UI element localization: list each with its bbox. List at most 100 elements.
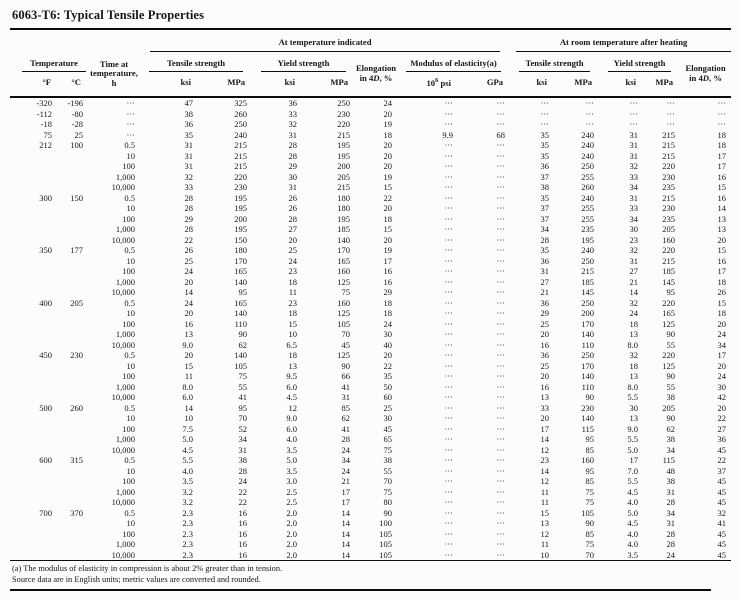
col-header-mpa-tensile-room: MPa bbox=[554, 72, 600, 98]
table-row: 10,000 4.5 31 3.5 24 75 ··· ··· 12 85 5.0 34 45 bbox=[10, 445, 731, 456]
table-cell: 27 bbox=[629, 266, 639, 276]
table-cell: 36 bbox=[540, 255, 550, 266]
table-cell: ··· bbox=[126, 98, 136, 108]
table-cell: 18 bbox=[288, 350, 298, 360]
table-cell: ··· bbox=[444, 318, 454, 329]
table-cell: 5.5 bbox=[182, 455, 193, 465]
table-cell: 85 bbox=[585, 444, 595, 455]
table-cell: ··· bbox=[444, 476, 454, 486]
table-cell: 10 bbox=[126, 255, 136, 266]
table-cell: 100 bbox=[122, 318, 135, 329]
table-cell: 0.5 bbox=[124, 350, 135, 360]
table-cell: ··· bbox=[496, 119, 506, 129]
table-cell bbox=[58, 329, 88, 340]
table-cell bbox=[10, 497, 58, 508]
table-cell: 5.0 bbox=[286, 455, 297, 465]
table-cell: 165 bbox=[234, 266, 247, 276]
table-cell: 10 bbox=[126, 150, 136, 161]
table-cell: ··· bbox=[444, 171, 454, 182]
table-cell: 140 bbox=[234, 276, 247, 287]
table-cell: ··· bbox=[629, 119, 639, 129]
table-cell: 85 bbox=[585, 476, 595, 486]
table-cell: ··· bbox=[444, 119, 454, 129]
table-row: 1,000 28 195 27 185 15 ··· ··· 34 235 30 205 13 bbox=[10, 224, 731, 235]
table-cell: ··· bbox=[496, 528, 506, 539]
table-cell: 75 bbox=[383, 486, 393, 497]
table-cell: 14 bbox=[341, 539, 351, 549]
table-cell bbox=[10, 214, 58, 225]
table-cell bbox=[58, 476, 88, 487]
table-cell: 90 bbox=[666, 413, 676, 423]
table-cell: 38 bbox=[666, 434, 676, 444]
table-cell bbox=[10, 529, 58, 540]
table-cell: 240 bbox=[581, 192, 595, 203]
table-cell: 28 bbox=[341, 434, 351, 444]
table-cell: 105 bbox=[337, 318, 350, 329]
table-cell: 20 bbox=[540, 413, 550, 423]
table-cell: 38 bbox=[184, 108, 194, 119]
table-cell bbox=[58, 151, 88, 162]
table-cell: 14 bbox=[341, 507, 351, 518]
col-header-deg-f: °F bbox=[10, 72, 58, 98]
table-cell: 6.0 bbox=[286, 423, 297, 434]
table-cell: 90 bbox=[585, 392, 595, 402]
table-row: 100 16 110 15 105 24 ··· ··· 25 170 18 125 20 bbox=[10, 319, 731, 330]
table-cell: 17 bbox=[717, 266, 727, 276]
table-cell: 37 bbox=[717, 465, 727, 476]
table-cell: ··· bbox=[496, 245, 506, 255]
table-cell: 7.5 bbox=[182, 423, 193, 434]
table-cell bbox=[58, 445, 88, 456]
table-cell: 22 bbox=[383, 360, 393, 371]
table-cell: 19 bbox=[383, 171, 393, 182]
table-cell: 170 bbox=[234, 255, 247, 266]
table-cell: 25 bbox=[383, 402, 393, 413]
table-cell: 1,000 bbox=[115, 434, 135, 444]
table-cell: 5.0 bbox=[182, 434, 193, 444]
table-cell: ··· bbox=[444, 255, 454, 266]
table-cell: 3.5 bbox=[286, 444, 297, 455]
table-cell: 30 bbox=[288, 171, 298, 182]
table-cell: 150 bbox=[234, 234, 247, 245]
table-row: 100 31 215 29 200 20 ··· ··· 36 250 32 220 17 bbox=[10, 161, 731, 172]
table-cell: 16 bbox=[540, 381, 550, 392]
table-cell: 1,000 bbox=[115, 171, 135, 182]
table-cell: 65 bbox=[383, 434, 393, 444]
table-cell: 25 bbox=[288, 245, 298, 255]
col-header-deg-c: °C bbox=[58, 72, 88, 98]
table-cell: 230 bbox=[234, 182, 247, 192]
table-cell: 6.0 bbox=[286, 381, 297, 392]
col-header-time: Time at temperature, h bbox=[88, 52, 140, 98]
table-cell: 215 bbox=[662, 150, 676, 161]
table-cell: 31 bbox=[238, 444, 248, 455]
table-cell: 2.5 bbox=[286, 497, 297, 507]
table-cell: 11 bbox=[540, 486, 550, 497]
table-cell: 177 bbox=[70, 245, 83, 255]
table-cell: 9.0 bbox=[182, 339, 193, 350]
table-cell: 20 bbox=[184, 350, 194, 360]
table-cell bbox=[58, 203, 88, 214]
table-cell: 25 bbox=[74, 129, 84, 140]
table-cell bbox=[10, 340, 58, 351]
table-cell: 230 bbox=[581, 402, 595, 413]
table-cell: 29 bbox=[540, 308, 550, 318]
table-cell: 0.5 bbox=[124, 140, 135, 150]
table-cell: 4.0 bbox=[627, 497, 639, 507]
table-cell: 10,000 bbox=[111, 339, 135, 350]
table-cell: ··· bbox=[444, 518, 454, 528]
table-cell: 38 bbox=[238, 455, 248, 465]
table-cell: 105 bbox=[234, 360, 247, 371]
table-cell: 33 bbox=[629, 203, 639, 213]
table-cell: 9.0 bbox=[627, 423, 639, 434]
table-cell: 215 bbox=[234, 140, 247, 150]
table-cell: 220 bbox=[662, 350, 676, 360]
table-cell: 100 bbox=[122, 266, 135, 276]
table-cell: 62 bbox=[666, 423, 676, 434]
table-cell: 16 bbox=[238, 528, 248, 539]
table-cell: 32 bbox=[717, 507, 727, 518]
table-cell: 34 bbox=[540, 224, 550, 234]
table-cell: 85 bbox=[341, 402, 351, 413]
table-cell: 140 bbox=[234, 350, 247, 360]
table-cell: 31 bbox=[184, 161, 194, 171]
table-row: 10,000 6.0 41 4.5 31 60 ··· ··· 13 90 5.5 38 42 bbox=[10, 392, 731, 403]
